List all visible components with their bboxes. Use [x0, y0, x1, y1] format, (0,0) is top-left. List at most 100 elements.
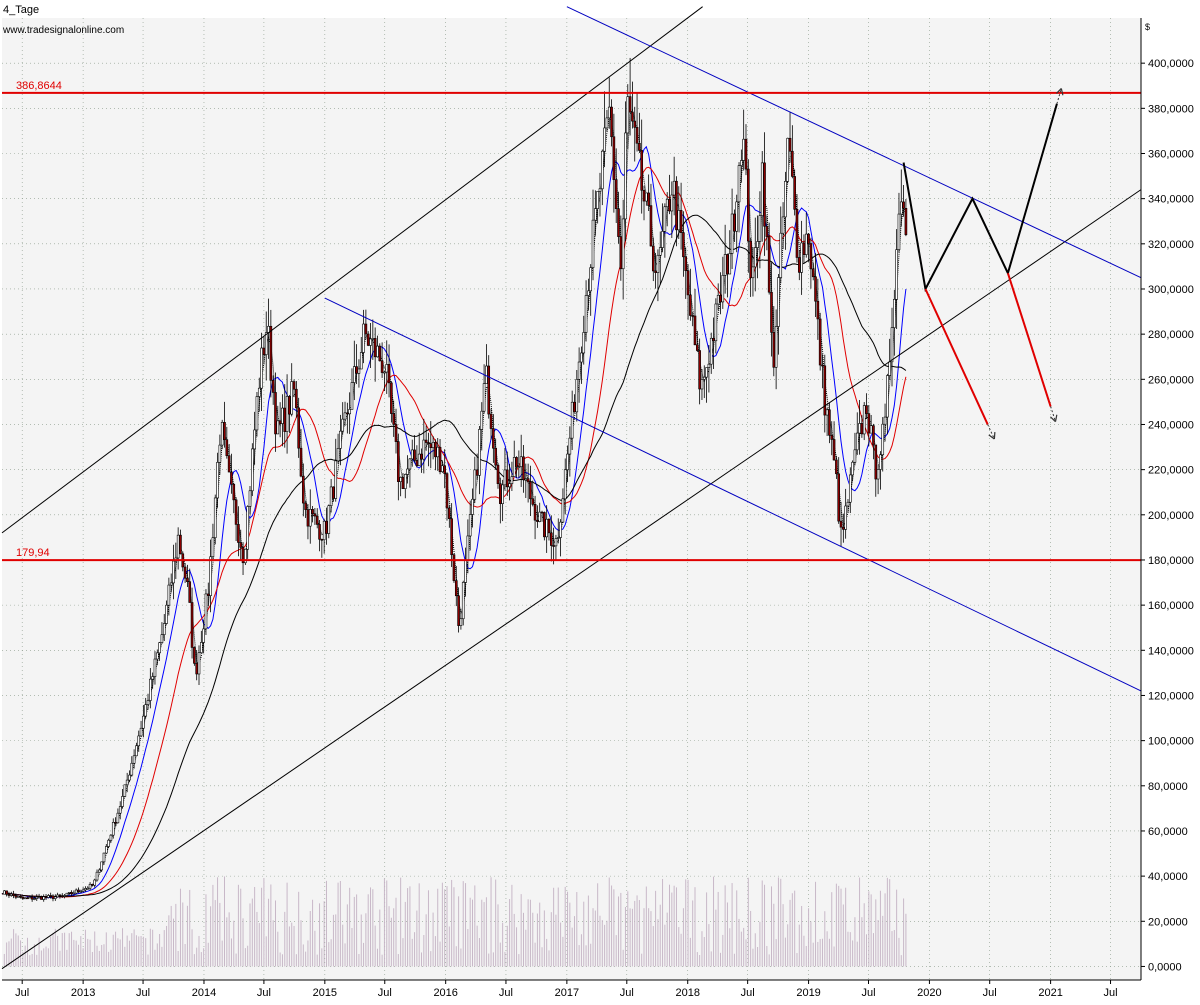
candle-body — [402, 477, 404, 488]
candle-body — [509, 484, 511, 487]
candle-body — [483, 384, 485, 412]
candle-body — [61, 896, 63, 897]
candle-body — [409, 459, 411, 469]
candle-body — [26, 898, 28, 899]
candle-body — [740, 160, 742, 165]
candle-body — [444, 466, 446, 474]
candle-body — [499, 484, 501, 504]
candle-body — [131, 763, 133, 775]
candle-body — [323, 521, 325, 540]
candle-body — [615, 180, 617, 209]
candle-body — [590, 268, 592, 291]
candle-body — [573, 402, 575, 412]
candle-body — [465, 560, 467, 583]
candle-body — [893, 299, 895, 327]
candle-body — [233, 484, 235, 500]
candle-body — [75, 890, 77, 893]
y-tick-label: 80,0000 — [1148, 781, 1188, 793]
candle-body — [657, 255, 659, 272]
candle-body — [122, 796, 124, 806]
candle-body — [286, 396, 288, 431]
candle-body — [210, 557, 212, 596]
candle-body — [719, 295, 721, 302]
candle-body — [205, 594, 207, 629]
candle-body — [455, 581, 457, 596]
candle-body — [80, 891, 82, 892]
candle-body — [708, 364, 710, 367]
candle-body — [407, 469, 409, 474]
candle-body — [648, 193, 650, 206]
candle-body — [316, 516, 318, 524]
candle-body — [896, 250, 898, 300]
candle-body — [606, 118, 608, 128]
candle-body — [6, 891, 8, 895]
candle-body — [516, 457, 518, 467]
candle-body — [597, 191, 599, 208]
candle-body — [439, 447, 441, 472]
candle-body — [103, 853, 105, 862]
candle-body — [694, 316, 696, 345]
candle-body — [543, 512, 545, 536]
candle-body — [585, 295, 587, 332]
candle-body — [441, 466, 443, 472]
candle-body — [801, 243, 803, 272]
candle-body — [868, 414, 870, 434]
candle-body — [682, 233, 684, 257]
candle-body — [529, 482, 531, 499]
candle-body — [112, 822, 114, 835]
candle-body — [432, 442, 434, 447]
candle-body — [604, 128, 606, 151]
candle-body — [302, 476, 304, 503]
horizontal-line-label: 179,94 — [16, 547, 50, 559]
candle-body — [847, 502, 849, 506]
candle-body — [154, 659, 156, 676]
candle-body — [759, 216, 761, 242]
candle-body — [337, 448, 339, 460]
candle-body — [425, 440, 427, 442]
candle-body — [842, 527, 844, 529]
x-tick-label: 2018 — [675, 987, 699, 999]
candle-body — [736, 202, 738, 231]
candle-body — [353, 367, 355, 383]
candle-body — [279, 421, 281, 424]
candle-body — [460, 619, 462, 626]
candle-body — [833, 439, 835, 459]
candle-body — [729, 253, 731, 274]
candle-body — [541, 512, 543, 513]
candle-body — [330, 487, 332, 506]
y-tick-label: 340,0000 — [1148, 194, 1194, 206]
candle-body — [54, 897, 56, 899]
candle-body — [504, 470, 506, 485]
candle-body — [882, 424, 884, 455]
candle-body — [506, 470, 508, 487]
candle-body — [569, 438, 571, 454]
candle-body — [562, 499, 564, 522]
candle-body — [339, 431, 341, 448]
candle-body — [866, 406, 868, 414]
candle-body — [826, 410, 828, 415]
candle-body — [173, 561, 175, 583]
candle-body — [601, 151, 603, 189]
candle-body — [221, 422, 223, 445]
candle-body — [903, 202, 905, 208]
candle-body — [745, 139, 747, 169]
candle-body — [856, 433, 858, 450]
candle-body — [189, 582, 191, 603]
candle-body — [98, 870, 100, 872]
candle-body — [228, 456, 230, 472]
y-tick-label: 20,0000 — [1148, 916, 1188, 928]
candle-body — [305, 503, 307, 510]
candle-body — [59, 895, 61, 896]
candle-body — [219, 445, 221, 462]
candle-body — [270, 326, 272, 380]
candle-body — [374, 338, 376, 356]
candle-body — [618, 209, 620, 237]
candle-body — [161, 635, 163, 643]
candle-body — [43, 897, 45, 900]
candle-body — [770, 292, 772, 332]
candle-body — [344, 413, 346, 419]
candle-body — [342, 419, 344, 431]
candle-body — [675, 181, 677, 230]
candle-body — [179, 535, 181, 554]
candle-body — [757, 241, 759, 247]
